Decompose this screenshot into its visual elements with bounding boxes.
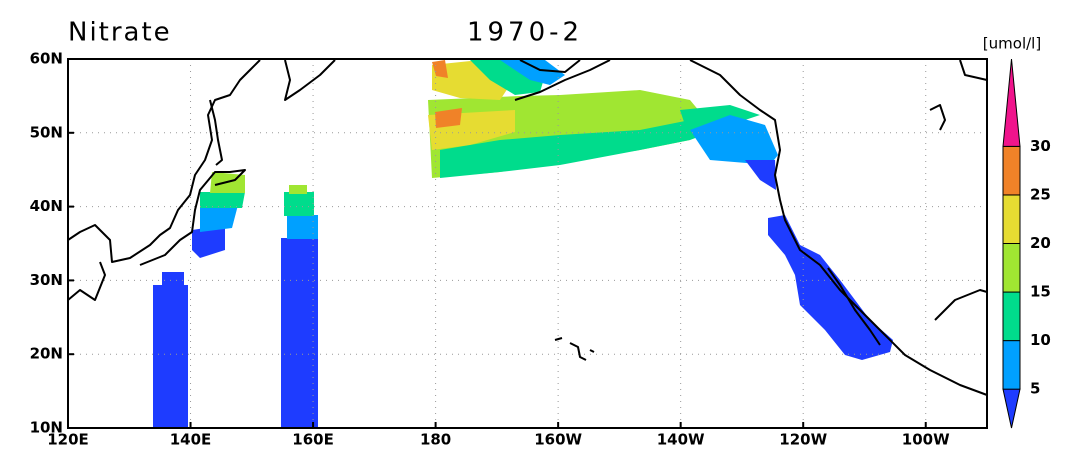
y-tick-label: 40N xyxy=(30,197,63,215)
colorbar-label: 25 xyxy=(1030,185,1051,203)
coastline-hawaii xyxy=(554,337,595,361)
x-tick-label: 160W xyxy=(534,431,582,449)
field-cell xyxy=(289,185,307,194)
colorbar-label: 5 xyxy=(1030,380,1040,398)
x-tick-label: 160E xyxy=(292,431,334,449)
field-cell xyxy=(745,160,776,190)
field-cell xyxy=(500,60,565,85)
y-tick-label: 50N xyxy=(30,123,63,141)
colorbar-label: 10 xyxy=(1030,331,1051,349)
coastline-baja xyxy=(827,267,881,346)
colorbar: 5 10 15 20 25 30 xyxy=(1002,58,1051,429)
colorbar-segment xyxy=(1002,340,1021,390)
colorbar-segment xyxy=(1002,145,1021,196)
field-cell xyxy=(153,285,188,428)
title: Nitrate xyxy=(68,18,172,48)
nitrate-field xyxy=(153,60,893,428)
x-tick-label: 120W xyxy=(779,431,827,449)
coastline-north-america xyxy=(514,59,988,396)
coastline-korea-china xyxy=(67,261,106,301)
colorbar-label: 20 xyxy=(1030,234,1051,252)
axes: 120E 140E 160E 180 160W 140W 120W 100W 10N 20N 30N… xyxy=(30,50,951,449)
y-tick-label: 60N xyxy=(30,50,63,68)
coastline-asia xyxy=(67,59,261,263)
field-cell xyxy=(440,120,690,178)
coastline-sakhalin xyxy=(209,99,223,166)
x-tick-label: 140E xyxy=(170,431,212,449)
coastline-hudson xyxy=(929,59,988,321)
colorbar-label: 15 xyxy=(1030,283,1051,301)
field-cell xyxy=(281,238,318,428)
field-cell xyxy=(200,192,245,208)
x-tick-label: 140W xyxy=(657,431,705,449)
field-cell xyxy=(284,192,314,216)
colorbar-segment xyxy=(1002,194,1021,245)
subtitle: 1970-2 xyxy=(467,18,583,48)
colorbar-end xyxy=(1002,388,1021,429)
y-tick-label: 10N xyxy=(30,419,63,437)
field-cell xyxy=(435,108,462,128)
colorbar-end xyxy=(1002,58,1021,147)
colorbar-label: 30 xyxy=(1030,137,1051,155)
x-tick-label: 100W xyxy=(902,431,950,449)
field-cell xyxy=(768,215,893,360)
coastlines xyxy=(67,59,988,396)
field-cell xyxy=(690,115,778,165)
field-cell xyxy=(192,225,225,258)
map-frame xyxy=(67,58,988,429)
x-tick-label: 120E xyxy=(47,431,89,449)
colorbar-segment xyxy=(1002,243,1021,293)
x-tick-label: 180 xyxy=(420,431,451,449)
coastline-japan xyxy=(139,169,246,266)
coastline-kamchatka xyxy=(284,59,336,101)
field-cell xyxy=(432,60,448,78)
units: [umol/l] xyxy=(983,35,1041,53)
colorbar-segment xyxy=(1002,291,1021,342)
y-tick-label: 20N xyxy=(30,345,63,363)
field-cell xyxy=(200,205,238,232)
field-cell xyxy=(162,272,184,286)
y-tick-label: 30N xyxy=(30,271,63,289)
